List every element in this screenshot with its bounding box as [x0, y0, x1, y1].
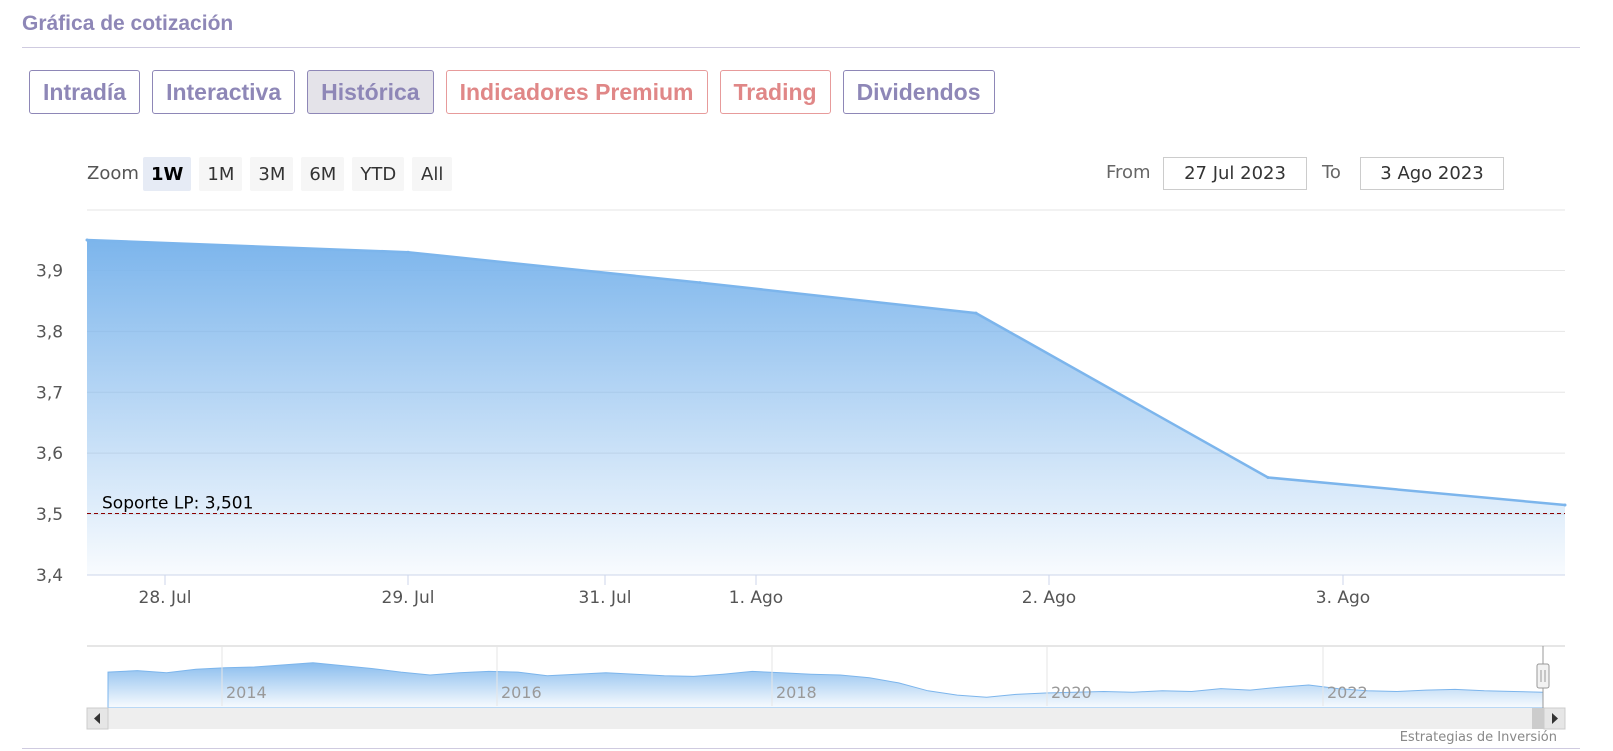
x-tick-label: 3. Ago: [1316, 588, 1370, 608]
range-to-label: To: [1322, 162, 1341, 183]
navigator-year-label: 2018: [776, 683, 817, 702]
price-points: [85, 238, 1567, 507]
y-tick-label: 3,5: [36, 505, 63, 525]
zoom-3m-button[interactable]: 3M: [250, 157, 294, 191]
x-tick-label: 1. Ago: [729, 588, 783, 608]
zoom-ytd-button[interactable]: YTD: [352, 157, 405, 191]
data-point: [698, 281, 702, 285]
data-point: [1563, 503, 1567, 507]
navigator-year-labels: 2014 2016 2018 2020 2022: [221, 646, 1368, 706]
y-tick-label: 3,9: [36, 261, 63, 281]
y-axis-labels: 3,4 3,5 3,6 3,7 3,8 3,9: [36, 261, 63, 586]
tab-dividendos[interactable]: Dividendos: [842, 70, 995, 114]
x-tick-label: 31. Jul: [579, 588, 632, 608]
tab-interactiva[interactable]: Interactiva: [152, 70, 296, 114]
support-label: Soporte LP: 3,501: [102, 493, 253, 513]
tab-historica[interactable]: Histórica: [307, 70, 434, 114]
y-tick-label: 3,7: [36, 383, 63, 403]
data-point: [974, 311, 978, 315]
navigator-year-label: 2022: [1327, 683, 1368, 702]
bottom-divider: [22, 748, 1580, 749]
scroll-left-icon: [94, 713, 100, 724]
navigator-year-label: 2014: [226, 683, 267, 702]
y-tick-label: 3,8: [36, 322, 63, 342]
scrollbar-thumb[interactable]: [1532, 708, 1546, 729]
scrollbar-track[interactable]: [87, 708, 1565, 729]
navigator-series: [107, 662, 1544, 709]
zoom-all-button[interactable]: All: [412, 157, 453, 191]
tab-intradia[interactable]: Intradía: [29, 70, 141, 114]
tab-trading[interactable]: Trading: [719, 70, 831, 114]
zoom-6m-button[interactable]: 6M: [301, 157, 345, 191]
price-line: [86, 238, 1566, 507]
tab-indicadores-premium[interactable]: Indicadores Premium: [445, 70, 708, 114]
data-point: [85, 238, 89, 242]
x-tick-label: 29. Jul: [382, 588, 435, 608]
zoom-label: Zoom: [87, 163, 139, 184]
chart-credit: Estrategias de Inversión: [1399, 730, 1557, 745]
y-tick-label: 3,6: [36, 444, 63, 464]
section-title: Gráfica de cotización: [22, 12, 234, 35]
zoom-1m-button[interactable]: 1M: [199, 157, 243, 191]
y-tick-label: 3,4: [36, 566, 63, 586]
data-point: [406, 250, 410, 254]
title-divider: [22, 47, 1580, 48]
navigator-year-label: 2020: [1051, 683, 1092, 702]
zoom-1w-button[interactable]: 1W: [143, 157, 192, 191]
range-from-input[interactable]: 27 Jul 2023: [1163, 157, 1307, 190]
range-to-input[interactable]: 3 Ago 2023: [1360, 157, 1504, 190]
navigator-year-label: 2016: [501, 683, 542, 702]
x-axis-labels: 28. Jul 29. Jul 31. Jul 1. Ago 2. Ago 3. Ago: [139, 575, 1370, 608]
chart-tabs: Intradía Interactiva Histórica Indicador…: [29, 70, 995, 114]
price-area: [87, 240, 1565, 575]
range-from-label: From: [1106, 162, 1151, 183]
data-point: [1266, 476, 1270, 479]
navigator-handle[interactable]: [1536, 663, 1550, 689]
x-tick-label: 28. Jul: [139, 588, 192, 608]
x-tick-label: 2. Ago: [1022, 588, 1076, 608]
scroll-right-icon: [1552, 713, 1558, 724]
zoom-buttons: 1W 1M 3M 6M YTD All: [143, 157, 453, 191]
